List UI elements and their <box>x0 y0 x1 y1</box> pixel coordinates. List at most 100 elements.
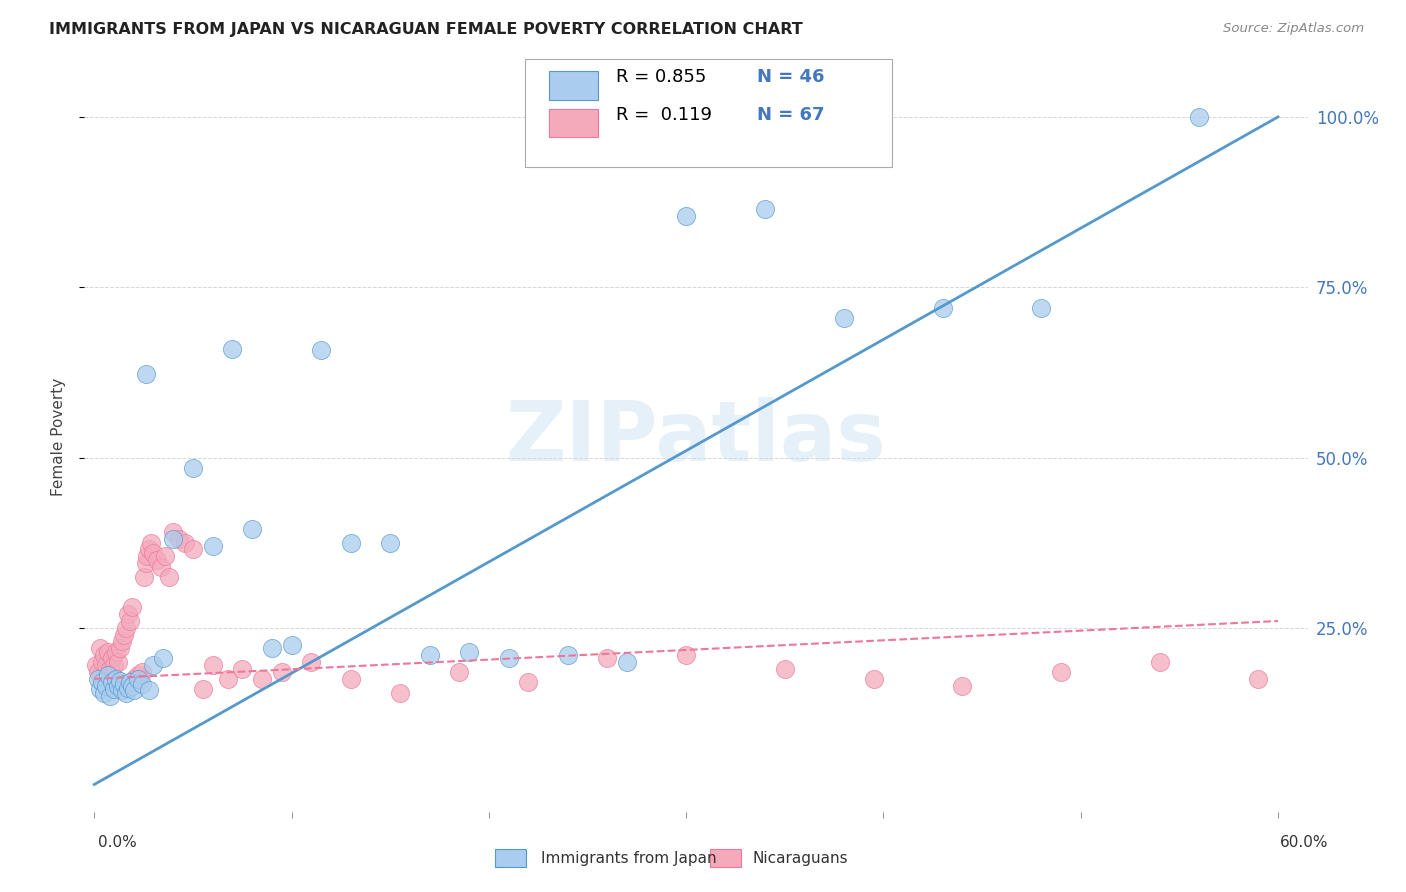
Point <box>131 676 153 690</box>
Point <box>181 460 204 475</box>
Point <box>138 542 160 557</box>
Point <box>773 662 796 676</box>
Point <box>950 679 973 693</box>
Text: R =  0.119: R = 0.119 <box>616 106 713 124</box>
Point <box>157 570 180 584</box>
Point <box>89 641 111 656</box>
Point <box>98 662 121 676</box>
Point <box>117 681 139 695</box>
Point <box>240 522 263 536</box>
Point <box>1247 672 1270 686</box>
Point <box>146 552 169 566</box>
Point <box>84 658 107 673</box>
Point <box>142 546 165 560</box>
Text: 0.0%: 0.0% <box>98 836 138 850</box>
Point <box>1346 665 1368 679</box>
Point <box>217 672 239 686</box>
Point <box>103 682 125 697</box>
Point <box>191 682 214 697</box>
Point <box>89 682 111 697</box>
Point <box>162 525 184 540</box>
Point <box>221 342 243 356</box>
Point <box>103 658 125 673</box>
Point <box>131 665 153 679</box>
Point <box>380 535 402 549</box>
Bar <box>710 849 741 867</box>
Point <box>97 668 120 682</box>
Point <box>132 570 155 584</box>
Point <box>114 621 136 635</box>
Point <box>260 641 283 656</box>
Point <box>121 679 143 693</box>
Point <box>498 651 520 665</box>
Point <box>124 672 146 686</box>
Point <box>93 685 115 699</box>
Point <box>150 559 173 574</box>
Point <box>118 675 141 690</box>
Point <box>1031 301 1053 315</box>
Point <box>155 549 177 564</box>
Point <box>104 645 127 659</box>
Point <box>1188 110 1211 124</box>
Point <box>141 535 163 549</box>
Point <box>299 655 322 669</box>
Point <box>517 675 540 690</box>
Point <box>94 679 117 693</box>
Point <box>389 685 412 699</box>
Point <box>127 672 149 686</box>
Point <box>128 672 150 686</box>
Point <box>449 665 471 679</box>
Point <box>97 645 120 659</box>
Point <box>98 689 121 703</box>
Point <box>142 658 165 673</box>
Point <box>1050 665 1073 679</box>
Point <box>309 343 332 357</box>
Point <box>675 209 697 223</box>
Text: IMMIGRANTS FROM JAPAN VS NICARAGUAN FEMALE POVERTY CORRELATION CHART: IMMIGRANTS FROM JAPAN VS NICARAGUAN FEMA… <box>49 22 803 37</box>
Point <box>167 533 190 547</box>
Point <box>118 614 141 628</box>
Point <box>832 310 855 325</box>
Point <box>862 672 884 686</box>
Point <box>122 683 145 698</box>
Point <box>114 685 136 699</box>
Point <box>122 672 145 686</box>
Point <box>280 638 302 652</box>
Point <box>250 672 273 686</box>
Point <box>339 535 361 549</box>
Point <box>270 665 292 679</box>
Text: R = 0.855: R = 0.855 <box>616 69 707 87</box>
Text: Source: ZipAtlas.com: Source: ZipAtlas.com <box>1223 22 1364 36</box>
Point <box>91 675 114 690</box>
Point <box>112 676 135 690</box>
Point <box>138 683 160 698</box>
Point <box>117 607 139 622</box>
Text: ZIPatlas: ZIPatlas <box>506 397 886 477</box>
Point <box>152 651 174 665</box>
Point <box>111 634 134 648</box>
Point <box>87 665 110 679</box>
Point <box>108 641 131 656</box>
Point <box>107 679 129 693</box>
FancyBboxPatch shape <box>550 109 598 137</box>
Point <box>231 662 253 676</box>
Point <box>174 535 197 549</box>
Point <box>87 672 110 686</box>
Point <box>101 651 124 665</box>
Point <box>111 683 134 698</box>
Point <box>127 668 149 682</box>
Point <box>557 648 579 662</box>
Point <box>93 648 115 662</box>
Point <box>1149 655 1171 669</box>
Text: N = 46: N = 46 <box>758 69 825 87</box>
Point <box>931 301 953 315</box>
Point <box>181 542 204 557</box>
Point <box>339 672 361 686</box>
Point <box>121 600 143 615</box>
Point <box>112 627 135 641</box>
Point <box>201 539 224 553</box>
Point <box>135 368 157 382</box>
Text: N = 67: N = 67 <box>758 106 825 124</box>
Point <box>675 648 697 662</box>
Point <box>419 648 441 662</box>
